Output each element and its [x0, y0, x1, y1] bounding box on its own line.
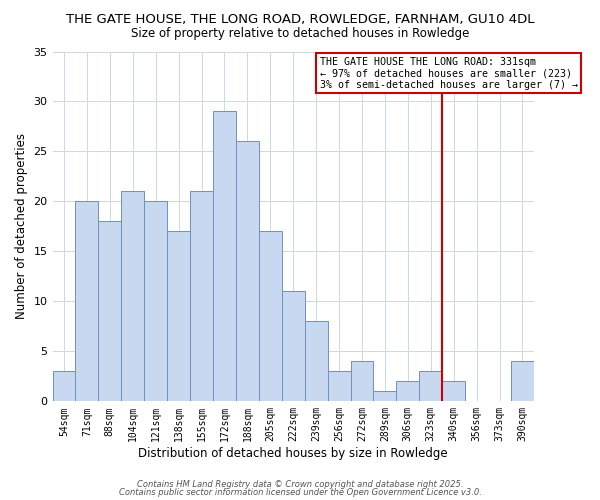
Bar: [305, 322, 328, 402]
Bar: [167, 232, 190, 402]
Bar: [442, 382, 465, 402]
Bar: [397, 382, 419, 402]
Bar: [373, 392, 397, 402]
X-axis label: Distribution of detached houses by size in Rowledge: Distribution of detached houses by size …: [139, 447, 448, 460]
Text: Contains HM Land Registry data © Crown copyright and database right 2025.: Contains HM Land Registry data © Crown c…: [137, 480, 463, 489]
Bar: [144, 202, 167, 402]
Bar: [350, 362, 373, 402]
Bar: [236, 142, 259, 402]
Bar: [53, 372, 76, 402]
Text: THE GATE HOUSE, THE LONG ROAD, ROWLEDGE, FARNHAM, GU10 4DL: THE GATE HOUSE, THE LONG ROAD, ROWLEDGE,…: [66, 12, 534, 26]
Bar: [121, 192, 144, 402]
Y-axis label: Number of detached properties: Number of detached properties: [15, 134, 28, 320]
Bar: [282, 292, 305, 402]
Bar: [419, 372, 442, 402]
Bar: [76, 202, 98, 402]
Bar: [190, 192, 213, 402]
Bar: [98, 222, 121, 402]
Text: Contains public sector information licensed under the Open Government Licence v3: Contains public sector information licen…: [119, 488, 481, 497]
Bar: [511, 362, 534, 402]
Bar: [259, 232, 282, 402]
Text: THE GATE HOUSE THE LONG ROAD: 331sqm
← 97% of detached houses are smaller (223)
: THE GATE HOUSE THE LONG ROAD: 331sqm ← 9…: [320, 56, 578, 90]
Text: Size of property relative to detached houses in Rowledge: Size of property relative to detached ho…: [131, 28, 469, 40]
Bar: [328, 372, 350, 402]
Bar: [213, 112, 236, 402]
